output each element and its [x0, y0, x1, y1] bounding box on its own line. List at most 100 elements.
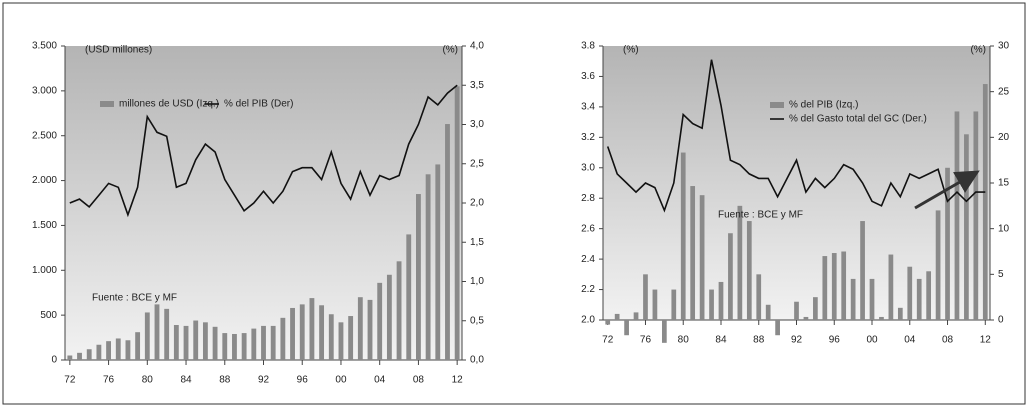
- x-tick-label: 92: [258, 375, 270, 386]
- bar: [396, 261, 402, 360]
- bar: [125, 340, 131, 360]
- bar: [935, 210, 941, 320]
- y-axis-label: (USD millones): [85, 45, 152, 56]
- y2-tick-label: 25: [998, 86, 1010, 97]
- bar: [115, 338, 121, 360]
- y-tick-label: 2.000: [32, 175, 57, 186]
- bar: [280, 317, 286, 360]
- bar: [803, 316, 809, 320]
- bar: [299, 304, 305, 360]
- x-tick-label: 04: [904, 335, 916, 346]
- y-tick-label: 3.000: [32, 85, 57, 96]
- y2-tick-label: 20: [998, 132, 1010, 143]
- y-tick-label: 2.2: [581, 284, 595, 295]
- bar: [261, 325, 266, 360]
- legend-label: % del PIB (Der): [224, 99, 293, 110]
- x-tick-label: 00: [866, 335, 878, 346]
- bar: [964, 134, 969, 320]
- bar: [633, 312, 639, 320]
- bar: [96, 344, 102, 360]
- bar: [907, 266, 913, 320]
- bar: [605, 320, 611, 325]
- y2-tick-label: 30: [998, 41, 1010, 52]
- x-tick-label: 96: [297, 375, 309, 386]
- bar: [67, 355, 73, 360]
- bar: [435, 164, 441, 360]
- bar: [661, 320, 667, 343]
- trend-arrow: [914, 170, 980, 210]
- bar: [183, 325, 189, 360]
- y2-tick-label: 1,0: [470, 276, 484, 287]
- bar: [926, 271, 932, 320]
- line: [69, 84, 458, 218]
- bar: [416, 194, 421, 360]
- bar: [709, 289, 714, 320]
- y-tick-label: 3.8: [581, 41, 595, 52]
- x-tick-label: 84: [715, 335, 727, 346]
- y-tick-label: 3.6: [581, 71, 595, 82]
- y-tick-label: 2.8: [581, 193, 595, 204]
- x-tick-label: 96: [829, 335, 841, 346]
- y2-tick-label: 5: [998, 269, 1004, 280]
- bar: [106, 341, 111, 360]
- bar: [290, 307, 295, 360]
- line: [606, 59, 986, 213]
- bar: [425, 174, 431, 360]
- bar: [831, 253, 837, 320]
- bar: [737, 205, 743, 320]
- y-tick-label: 2.500: [32, 130, 57, 141]
- bar: [822, 256, 828, 320]
- bar: [643, 274, 648, 320]
- bar: [728, 233, 733, 320]
- bar: [154, 304, 160, 360]
- bar: [193, 320, 199, 360]
- bar: [982, 84, 988, 320]
- bar: [270, 325, 276, 360]
- bar: [888, 254, 894, 320]
- bar: [860, 221, 865, 320]
- y-tick-label: 3.500: [32, 41, 57, 52]
- bar: [367, 299, 373, 360]
- x-tick-label: 72: [602, 335, 614, 346]
- bar: [614, 313, 620, 320]
- x-tick-label: 08: [942, 335, 954, 346]
- legend-label: % del PIB (Izq.): [789, 100, 858, 111]
- y-tick-label: 2.4: [581, 254, 595, 265]
- bar: [328, 314, 334, 360]
- bar: [212, 326, 218, 360]
- bar: [222, 333, 228, 360]
- bar: [377, 282, 383, 360]
- y2-tick-label: 2,0: [470, 198, 484, 209]
- bar: [232, 333, 237, 360]
- bar: [973, 111, 979, 320]
- x-tick-label: 00: [335, 375, 347, 386]
- bar: [319, 305, 325, 360]
- bar: [879, 316, 884, 320]
- bar: [794, 301, 799, 320]
- x-tick-label: 72: [64, 375, 76, 386]
- y2-axis-label: (%): [970, 45, 986, 56]
- bar: [680, 152, 686, 320]
- x-tick-label: 88: [219, 375, 231, 386]
- bar: [386, 274, 392, 360]
- y2-tick-label: 0,5: [470, 315, 484, 326]
- plot-area: [603, 46, 990, 320]
- x-tick-label: 12: [980, 335, 992, 346]
- bar: [916, 278, 922, 320]
- y-tick-label: 3.2: [581, 132, 595, 143]
- bar: [897, 307, 903, 320]
- bar: [746, 221, 752, 320]
- annotation: Fuente : BCE y MF: [92, 293, 177, 304]
- x-tick-label: 12: [452, 375, 464, 386]
- y-tick-label: 1.000: [32, 265, 57, 276]
- y-tick-label: 3.0: [581, 162, 595, 173]
- bar: [251, 328, 257, 360]
- y2-tick-label: 10: [998, 223, 1010, 234]
- bar: [406, 234, 412, 360]
- legend-swatch: [100, 101, 114, 107]
- x-tick-label: 80: [142, 375, 154, 386]
- bar: [173, 325, 179, 360]
- bar: [699, 195, 705, 320]
